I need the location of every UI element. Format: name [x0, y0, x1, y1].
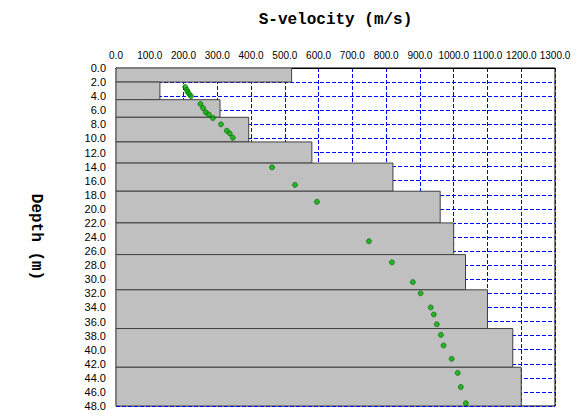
svg-text:28.0: 28.0	[85, 259, 106, 271]
svg-text:600.0: 600.0	[306, 50, 331, 61]
svg-text:46.0: 46.0	[85, 386, 106, 398]
svg-text:400.0: 400.0	[239, 50, 264, 61]
svg-text:10.0: 10.0	[85, 132, 106, 144]
svg-text:36.0: 36.0	[85, 316, 106, 328]
svg-text:16.0: 16.0	[85, 175, 106, 187]
svg-text:1200.0: 1200.0	[506, 50, 537, 61]
svg-text:S-velocity (m/s): S-velocity (m/s)	[259, 11, 413, 29]
svg-text:20.0: 20.0	[85, 203, 106, 215]
svg-text:300.0: 300.0	[205, 50, 230, 61]
svg-text:900.0: 900.0	[407, 50, 432, 61]
svg-text:38.0: 38.0	[85, 330, 106, 342]
svg-text:6.0: 6.0	[91, 104, 106, 116]
svg-text:30.0: 30.0	[85, 273, 106, 285]
svg-text:700.0: 700.0	[340, 50, 365, 61]
svg-text:1000.0: 1000.0	[438, 50, 469, 61]
svg-text:100.0: 100.0	[137, 50, 162, 61]
svg-text:500.0: 500.0	[272, 50, 297, 61]
svg-text:44.0: 44.0	[85, 372, 106, 384]
svg-text:40.0: 40.0	[85, 344, 106, 356]
svg-text:2.0: 2.0	[91, 76, 106, 88]
svg-text:0.0: 0.0	[91, 62, 106, 74]
svg-text:42.0: 42.0	[85, 358, 106, 370]
svg-text:34.0: 34.0	[85, 301, 106, 313]
svg-text:0.0: 0.0	[109, 50, 123, 61]
svg-text:8.0: 8.0	[91, 118, 106, 130]
svg-text:1100.0: 1100.0	[473, 50, 503, 61]
svg-text:26.0: 26.0	[85, 245, 106, 257]
svg-text:200.0: 200.0	[171, 50, 196, 61]
svg-text:22.0: 22.0	[85, 217, 106, 229]
svg-text:12.0: 12.0	[85, 147, 106, 159]
svg-text:1300.0: 1300.0	[540, 50, 571, 61]
svg-text:18.0: 18.0	[85, 189, 106, 201]
svg-text:24.0: 24.0	[85, 231, 106, 243]
svg-text:14.0: 14.0	[85, 161, 106, 173]
svg-text:800.0: 800.0	[374, 50, 399, 61]
svg-text:4.0: 4.0	[91, 90, 106, 102]
svg-text:32.0: 32.0	[85, 287, 106, 299]
svg-text:48.0: 48.0	[85, 400, 106, 412]
svg-text:Depth (m): Depth (m)	[27, 194, 45, 280]
